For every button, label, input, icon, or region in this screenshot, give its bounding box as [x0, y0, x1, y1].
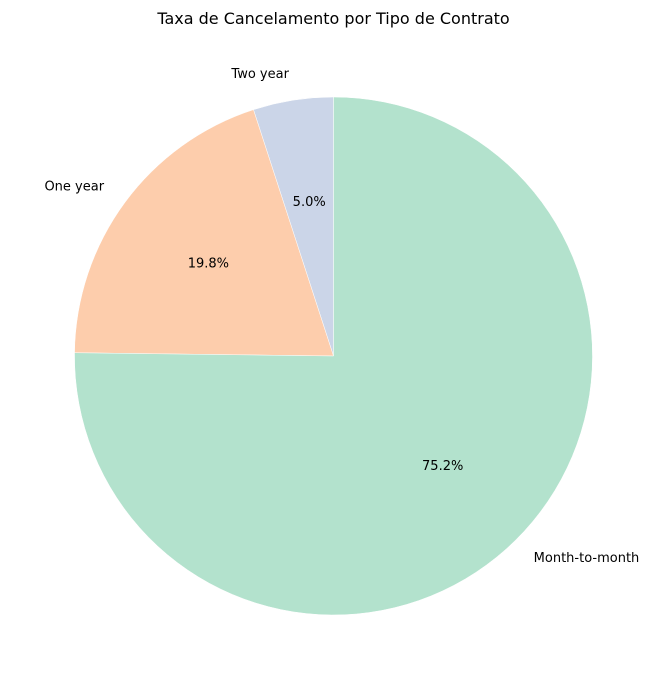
pie-category-label-month-to-month: Month-to-month	[534, 551, 640, 566]
pie-slice-month-to-month	[74, 96, 593, 616]
pie-percent-label-month-to-month: 75.2%	[422, 459, 463, 474]
pie-category-label-one-year: One year	[44, 180, 104, 195]
pie-slices	[74, 96, 593, 616]
pie-percent-label-two-year: 5.0%	[293, 195, 326, 210]
pie-percent-label-one-year: 19.8%	[188, 256, 229, 271]
chart-title: Taxa de Cancelamento por Tipo de Contrat…	[156, 9, 509, 28]
pie-slice-one-year	[74, 109, 334, 357]
pie-labels: 5.0% Two year 19.8% One year 75.2% Month-to-m…	[44, 67, 639, 566]
pie-category-label-two-year: Two year	[230, 67, 289, 82]
